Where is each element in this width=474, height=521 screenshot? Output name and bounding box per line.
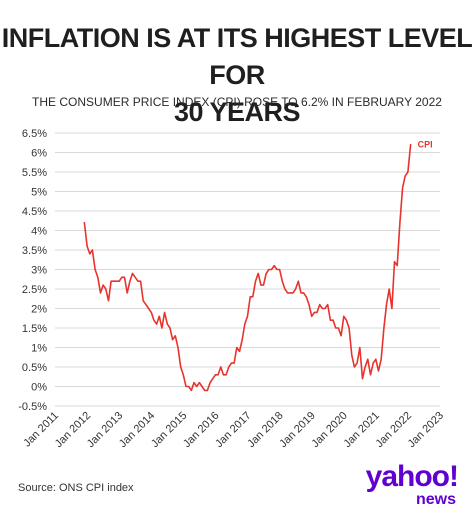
y-tick-label: -0.5% [18, 401, 47, 413]
series-label-cpi: CPI [418, 140, 433, 150]
headline: INFLATION IS AT ITS HIGHEST LEVEL FOR 30… [0, 20, 474, 131]
subtitle: THE CONSUMER PRICE INDEX (CPI) ROSE TO 6… [32, 95, 442, 109]
x-tick-label: Jan 2023 [406, 410, 446, 450]
y-tick-label: 6.5% [22, 128, 47, 140]
y-tick-label: 3% [31, 265, 47, 277]
headline-line-1: INFLATION IS AT ITS HIGHEST LEVEL FOR [1, 23, 473, 90]
series-layer: CPI [83, 140, 433, 392]
y-tick-label: 5.5% [22, 167, 47, 179]
y-axis-tick-labels: -0.5% 0% 0.5% 1% 1.5% 2% 2.5% 3% 3.5% 4% 4.5% 5% 5.5… [18, 128, 47, 413]
y-tick-label: 1.5% [22, 323, 47, 335]
source-note: Source: ONS CPI index [18, 482, 134, 494]
logo-sub: news [415, 491, 456, 508]
y-tick-label: 6% [31, 148, 47, 160]
y-tick-label: 4% [31, 226, 47, 238]
y-tick-label: 0.5% [22, 362, 47, 374]
y-tick-label: 4.5% [22, 206, 47, 218]
y-tick-label: 0% [31, 382, 47, 394]
grid-lines [55, 132, 440, 407]
series-line-cpi [83, 143, 412, 392]
y-tick-label: 5% [31, 187, 47, 199]
y-tick-label: 2% [31, 304, 47, 316]
headline-line-2: 30 YEARS [173, 97, 301, 127]
y-tick-label: 3.5% [22, 245, 47, 257]
yahoo-news-logo: yahoo! news [348, 460, 459, 508]
y-tick-label: 2.5% [22, 284, 47, 296]
logo-brand: yahoo! [365, 460, 459, 493]
y-tick-label: 1% [31, 343, 47, 355]
